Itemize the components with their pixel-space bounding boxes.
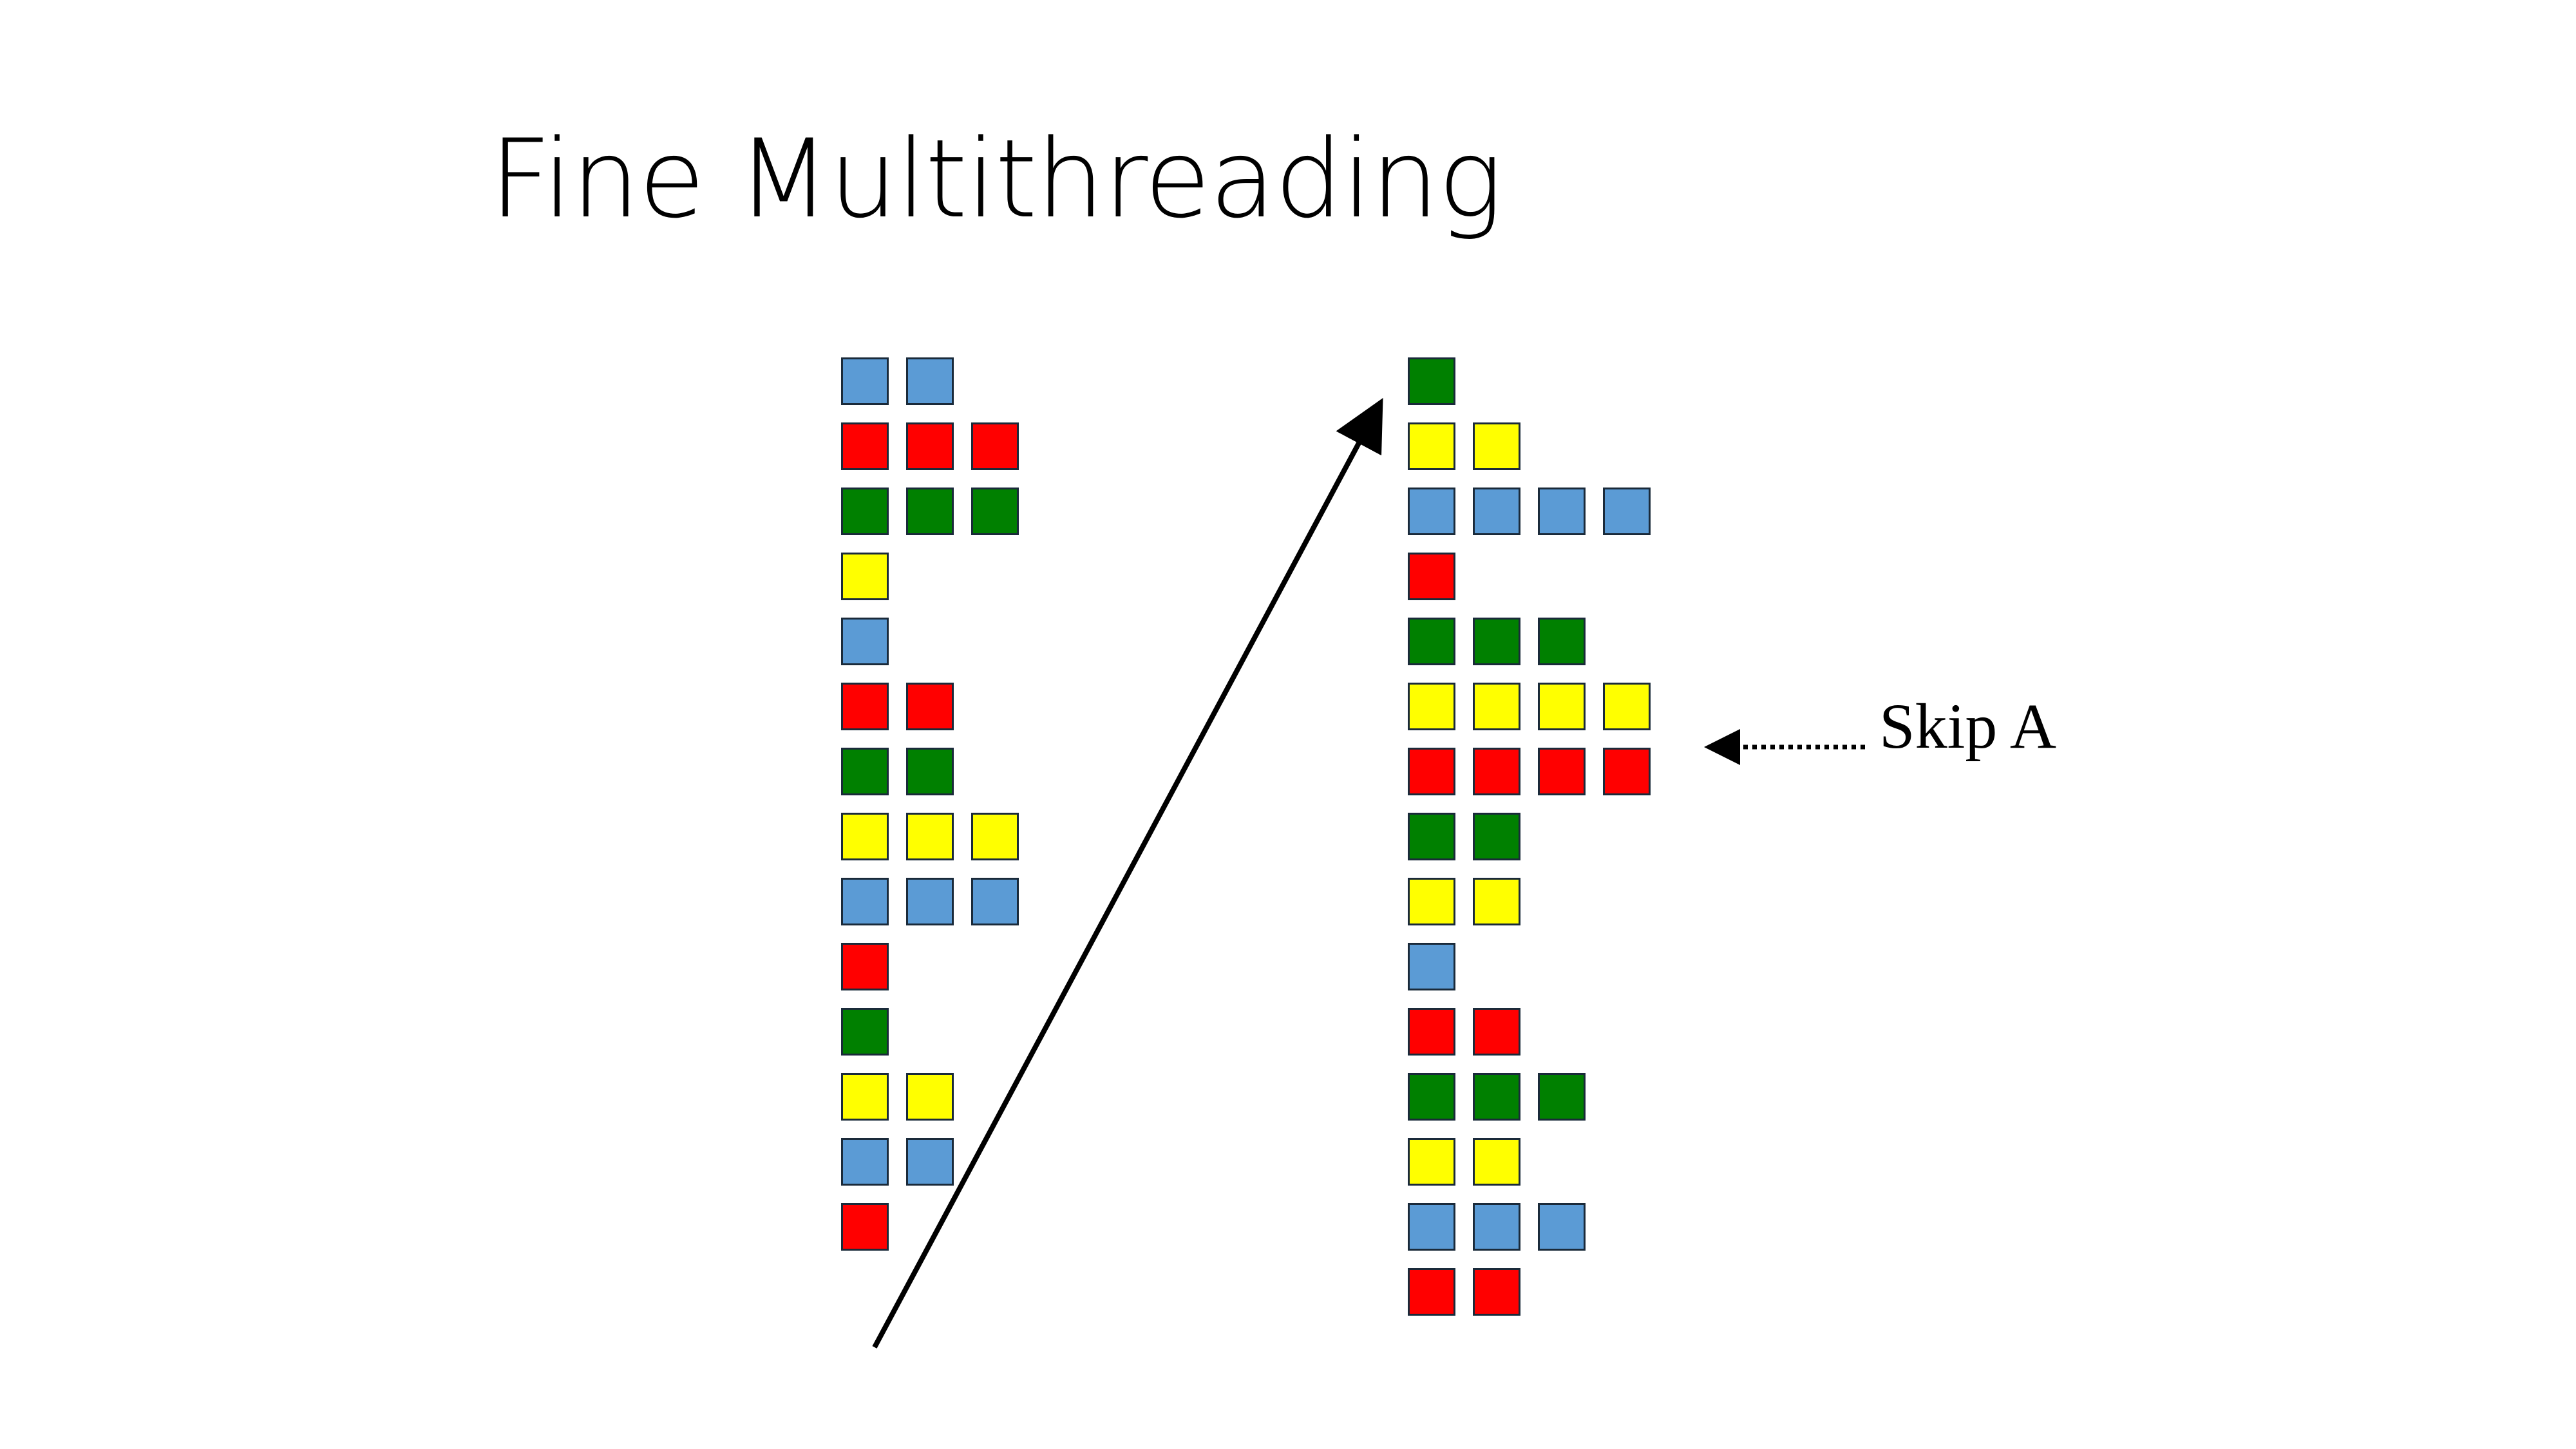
instruction-block-yellow bbox=[1603, 683, 1651, 730]
instruction-block-red bbox=[906, 683, 954, 730]
instruction-block-green bbox=[1538, 1073, 1586, 1121]
instruction-block-red bbox=[971, 422, 1019, 470]
instruction-block-blue bbox=[1603, 488, 1651, 535]
instruction-block-yellow bbox=[1473, 683, 1520, 730]
instruction-block-yellow bbox=[841, 553, 889, 600]
instruction-block-blue bbox=[1408, 1203, 1455, 1251]
instruction-block-blue bbox=[1538, 488, 1586, 535]
instruction-block-green bbox=[971, 488, 1019, 535]
instruction-block-red bbox=[841, 1203, 889, 1251]
instruction-block-yellow bbox=[1473, 878, 1520, 925]
instruction-block-yellow bbox=[841, 1073, 889, 1121]
instruction-block-green bbox=[906, 748, 954, 795]
instruction-block-blue bbox=[1408, 943, 1455, 990]
instruction-block-green bbox=[841, 748, 889, 795]
instruction-block-yellow bbox=[1538, 683, 1586, 730]
instruction-block-yellow bbox=[906, 813, 954, 860]
instruction-block-green bbox=[1408, 1073, 1455, 1121]
instruction-block-yellow bbox=[1408, 878, 1455, 925]
instruction-block-red bbox=[1408, 1268, 1455, 1316]
instruction-block-yellow bbox=[1408, 422, 1455, 470]
instruction-block-blue bbox=[906, 878, 954, 925]
instruction-block-red bbox=[841, 683, 889, 730]
instruction-block-red bbox=[1473, 1268, 1520, 1316]
instruction-block-yellow bbox=[1473, 1138, 1520, 1186]
instruction-block-blue bbox=[906, 357, 954, 405]
instruction-block-blue bbox=[841, 357, 889, 405]
instruction-block-blue bbox=[1473, 1203, 1520, 1251]
instruction-block-yellow bbox=[841, 813, 889, 860]
instruction-block-red bbox=[841, 943, 889, 990]
instruction-block-red bbox=[1408, 1008, 1455, 1056]
instruction-block-blue bbox=[841, 1138, 889, 1186]
instruction-block-yellow bbox=[971, 813, 1019, 860]
instruction-block-red bbox=[1603, 748, 1651, 795]
instruction-block-blue bbox=[841, 878, 889, 925]
instruction-block-red bbox=[1408, 553, 1455, 600]
slide-title: Fine Multithreading bbox=[489, 116, 1503, 242]
instruction-block-green bbox=[1408, 813, 1455, 860]
instruction-block-red bbox=[1473, 748, 1520, 795]
instruction-block-blue bbox=[1473, 488, 1520, 535]
instruction-block-red bbox=[1473, 1008, 1520, 1056]
instruction-block-green bbox=[1473, 1073, 1520, 1121]
instruction-block-red bbox=[1538, 748, 1586, 795]
instruction-block-yellow bbox=[1408, 683, 1455, 730]
instruction-block-red bbox=[1408, 748, 1455, 795]
instruction-block-green bbox=[841, 1008, 889, 1056]
instruction-block-blue bbox=[1408, 488, 1455, 535]
skip-label: Skip A bbox=[1879, 690, 2057, 762]
instruction-block-green bbox=[1408, 618, 1455, 665]
instruction-block-blue bbox=[906, 1138, 954, 1186]
instruction-block-green bbox=[906, 488, 954, 535]
instruction-block-green bbox=[1473, 813, 1520, 860]
instruction-block-red bbox=[841, 422, 889, 470]
execution-order-arrow bbox=[872, 397, 1383, 1349]
instruction-block-yellow bbox=[1408, 1138, 1455, 1186]
instruction-block-blue bbox=[1538, 1203, 1586, 1251]
instruction-block-green bbox=[841, 488, 889, 535]
instruction-block-blue bbox=[841, 618, 889, 665]
instruction-block-red bbox=[906, 422, 954, 470]
instruction-block-green bbox=[1408, 357, 1455, 405]
instruction-block-green bbox=[1473, 618, 1520, 665]
instruction-block-yellow bbox=[1473, 422, 1520, 470]
instruction-block-blue bbox=[971, 878, 1019, 925]
instruction-block-green bbox=[1538, 618, 1586, 665]
instruction-block-yellow bbox=[906, 1073, 954, 1121]
